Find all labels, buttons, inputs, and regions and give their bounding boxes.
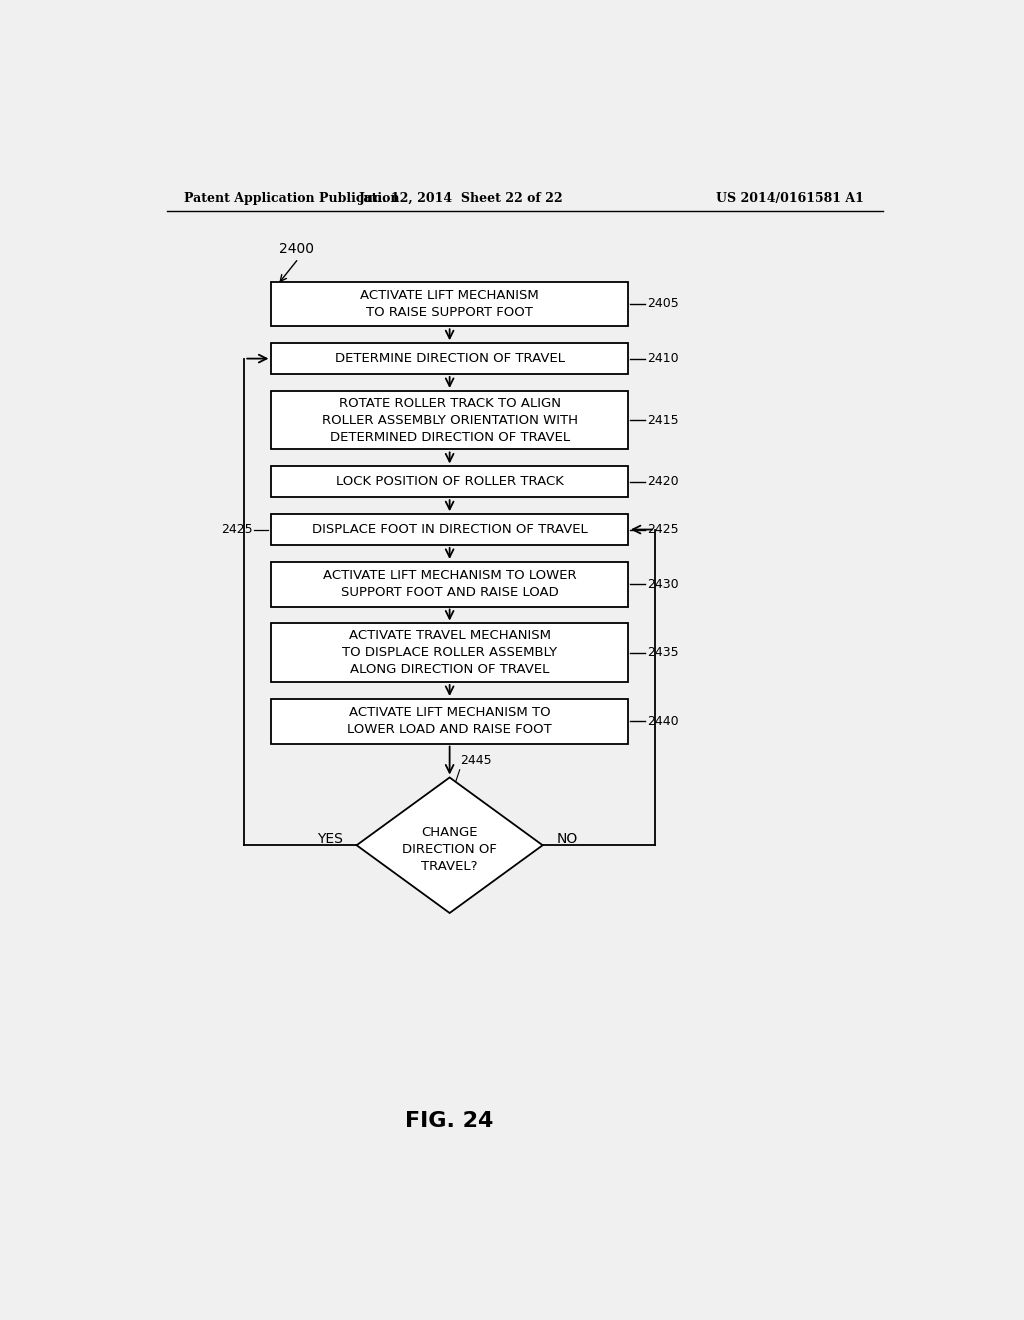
Text: Patent Application Publication: Patent Application Publication [183,191,399,205]
Text: ACTIVATE LIFT MECHANISM TO
LOWER LOAD AND RAISE FOOT: ACTIVATE LIFT MECHANISM TO LOWER LOAD AN… [347,706,552,737]
Polygon shape [356,777,543,913]
Text: US 2014/0161581 A1: US 2014/0161581 A1 [717,191,864,205]
Text: DISPLACE FOOT IN DIRECTION OF TRAVEL: DISPLACE FOOT IN DIRECTION OF TRAVEL [311,523,588,536]
Text: FIG. 24: FIG. 24 [406,1111,494,1131]
Text: 2415: 2415 [647,413,679,426]
Text: YES: YES [316,832,343,846]
Text: ACTIVATE TRAVEL MECHANISM
TO DISPLACE ROLLER ASSEMBLY
ALONG DIRECTION OF TRAVEL: ACTIVATE TRAVEL MECHANISM TO DISPLACE RO… [342,630,557,676]
Text: ROTATE ROLLER TRACK TO ALIGN
ROLLER ASSEMBLY ORIENTATION WITH
DETERMINED DIRECTI: ROTATE ROLLER TRACK TO ALIGN ROLLER ASSE… [322,397,578,444]
Bar [271,623,628,682]
Bar [271,391,628,449]
Text: 2425: 2425 [221,523,253,536]
Text: 2430: 2430 [647,578,679,591]
Bar [271,562,628,607]
Text: Jun. 12, 2014  Sheet 22 of 22: Jun. 12, 2014 Sheet 22 of 22 [359,191,563,205]
Text: 2445: 2445 [461,754,493,767]
Text: 2425: 2425 [647,523,679,536]
Text: ACTIVATE LIFT MECHANISM
TO RAISE SUPPORT FOOT: ACTIVATE LIFT MECHANISM TO RAISE SUPPORT… [360,289,539,319]
Text: 2440: 2440 [647,714,679,727]
Text: ACTIVATE LIFT MECHANISM TO LOWER
SUPPORT FOOT AND RAISE LOAD: ACTIVATE LIFT MECHANISM TO LOWER SUPPORT… [323,569,577,599]
Bar [271,515,628,545]
Text: CHANGE
DIRECTION OF
TRAVEL?: CHANGE DIRECTION OF TRAVEL? [402,826,497,874]
Bar [271,343,628,374]
Bar [271,700,628,743]
Text: 2410: 2410 [647,352,679,366]
Text: 2400: 2400 [280,243,314,256]
Text: LOCK POSITION OF ROLLER TRACK: LOCK POSITION OF ROLLER TRACK [336,475,563,488]
Text: 2405: 2405 [647,297,679,310]
Text: NO: NO [557,832,578,846]
Bar [271,281,628,326]
Text: 2420: 2420 [647,475,679,488]
Text: DETERMINE DIRECTION OF TRAVEL: DETERMINE DIRECTION OF TRAVEL [335,352,564,366]
Bar [271,466,628,498]
Text: 2435: 2435 [647,647,679,659]
